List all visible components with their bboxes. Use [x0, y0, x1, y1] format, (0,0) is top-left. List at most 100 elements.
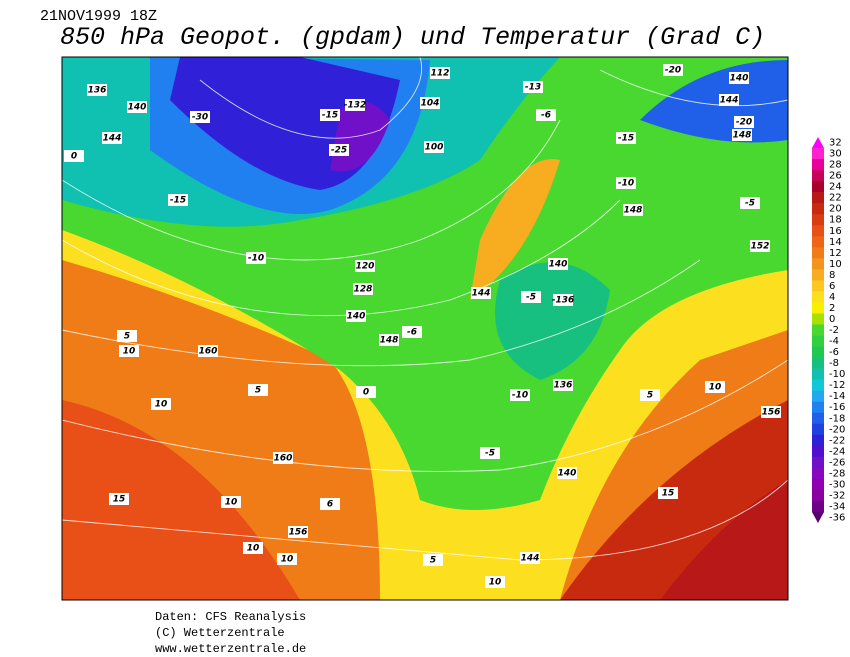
colorbar-label: 10	[829, 259, 842, 270]
colorbar-swatch	[812, 434, 824, 447]
label-box	[729, 72, 749, 84]
label-box	[557, 467, 577, 479]
colorbar-swatch	[812, 269, 824, 281]
contour-label: -15	[618, 134, 634, 144]
colorbar-label: -16	[829, 402, 845, 413]
contour-label: 152	[751, 242, 770, 252]
colorbar-swatch	[812, 357, 824, 369]
label-box	[616, 177, 636, 189]
contour-label: -15	[322, 111, 338, 121]
colorbar-label: 18	[829, 215, 842, 226]
label-box	[480, 447, 500, 459]
colorbar-label: 12	[829, 248, 842, 259]
colorbar-swatch	[812, 170, 824, 182]
label-box	[623, 204, 643, 216]
colorbar-swatch	[812, 456, 824, 469]
contour-label: -6	[541, 111, 551, 121]
contour-label: 148	[380, 336, 399, 346]
contour-label: -5	[485, 449, 495, 459]
colorbar-swatch	[812, 181, 824, 193]
colorbar-label: 16	[829, 226, 842, 237]
label-box	[248, 384, 268, 396]
label-box	[663, 64, 683, 76]
colorbar-label: -26	[829, 457, 845, 468]
contour-label: 144	[103, 134, 122, 144]
label-box	[430, 67, 450, 79]
contour-label: 100	[425, 143, 444, 153]
contour-label: 140	[558, 469, 577, 479]
contour-label: 128	[354, 285, 373, 295]
label-box	[190, 111, 210, 123]
colorbar-swatch	[812, 346, 824, 358]
contour-label: 10	[225, 498, 238, 508]
label-box	[243, 542, 263, 554]
colorbar-swatch	[812, 368, 824, 380]
contour-label: 156	[289, 528, 308, 538]
label-box	[355, 260, 375, 272]
colorbar-label: 14	[829, 237, 842, 248]
label-box	[109, 493, 129, 505]
contour-label: 140	[128, 103, 147, 113]
contour-label: 112	[431, 69, 450, 79]
contour-label: 10	[489, 578, 502, 588]
footer-url: www.wetterzentrale.de	[155, 642, 306, 656]
title: 850 hPa Geopot. (gpdam) und Temperatur (…	[60, 23, 765, 52]
colorbar-label: -32	[829, 490, 845, 501]
contour-label: 144	[521, 554, 540, 564]
contour-label: 15	[113, 495, 126, 505]
colorbar-swatch	[812, 445, 824, 458]
contour-label: 140	[549, 260, 568, 270]
colorbar-label: -24	[829, 446, 845, 457]
colorbar-swatch	[812, 159, 824, 171]
label-box	[553, 379, 573, 391]
colorbar-label: 0	[829, 314, 835, 325]
label-box	[734, 116, 754, 128]
label-box	[64, 150, 84, 162]
contour-label: -20	[736, 118, 752, 128]
colorbar-swatch	[812, 335, 824, 347]
colorbar-swatch	[812, 214, 824, 226]
label-box	[246, 252, 266, 264]
label-box	[740, 197, 760, 209]
colorbar-swatch	[812, 225, 824, 237]
contour-label: -10	[248, 254, 264, 264]
contour-label: 144	[472, 289, 491, 299]
colorbar-swatch	[812, 148, 824, 160]
contour-label: 10	[155, 400, 168, 410]
colorbar-label: 32	[829, 138, 842, 149]
label-box	[288, 526, 308, 538]
colorbar-swatch	[812, 302, 824, 314]
colorbar-label: -12	[829, 380, 845, 391]
map-frame	[61, 56, 789, 601]
contour-label: -132	[344, 101, 367, 111]
colorbar-swatch	[812, 512, 824, 524]
label-box	[277, 553, 297, 565]
contour-label: 140	[730, 74, 749, 84]
colorbar-label: 24	[829, 182, 842, 193]
colorbar-swatch	[812, 489, 824, 502]
colorbar-label: -18	[829, 413, 845, 424]
map-labels: 1361401440-30-25-15-132100104112-13-6-15…	[64, 64, 781, 588]
colorbar-label: 8	[829, 270, 835, 281]
colorbar-swatch	[812, 247, 824, 259]
contour-label: 10	[281, 555, 294, 565]
colorbar-swatch	[812, 478, 824, 491]
colorbar-swatch	[812, 280, 824, 292]
colorbar-label: -36	[829, 513, 845, 524]
contour-label: -13	[525, 83, 541, 93]
label-box	[705, 381, 725, 393]
colorbar-label: -22	[829, 435, 845, 446]
footer-source: Daten: CFS Reanalysis	[155, 610, 306, 624]
colorbar-swatch	[812, 467, 824, 480]
contour-label: -5	[745, 199, 755, 209]
contour-label: 5	[430, 556, 436, 566]
contour-label: 0	[71, 152, 77, 162]
contour-label: 10	[123, 347, 136, 357]
label-box	[485, 576, 505, 588]
contour-label: 136	[88, 86, 107, 96]
colorbar-label: -2	[829, 325, 839, 336]
contour-label: -10	[618, 179, 634, 189]
map	[62, 57, 788, 600]
colorbar-label: -20	[829, 424, 845, 435]
colorbar-swatch	[812, 390, 824, 403]
